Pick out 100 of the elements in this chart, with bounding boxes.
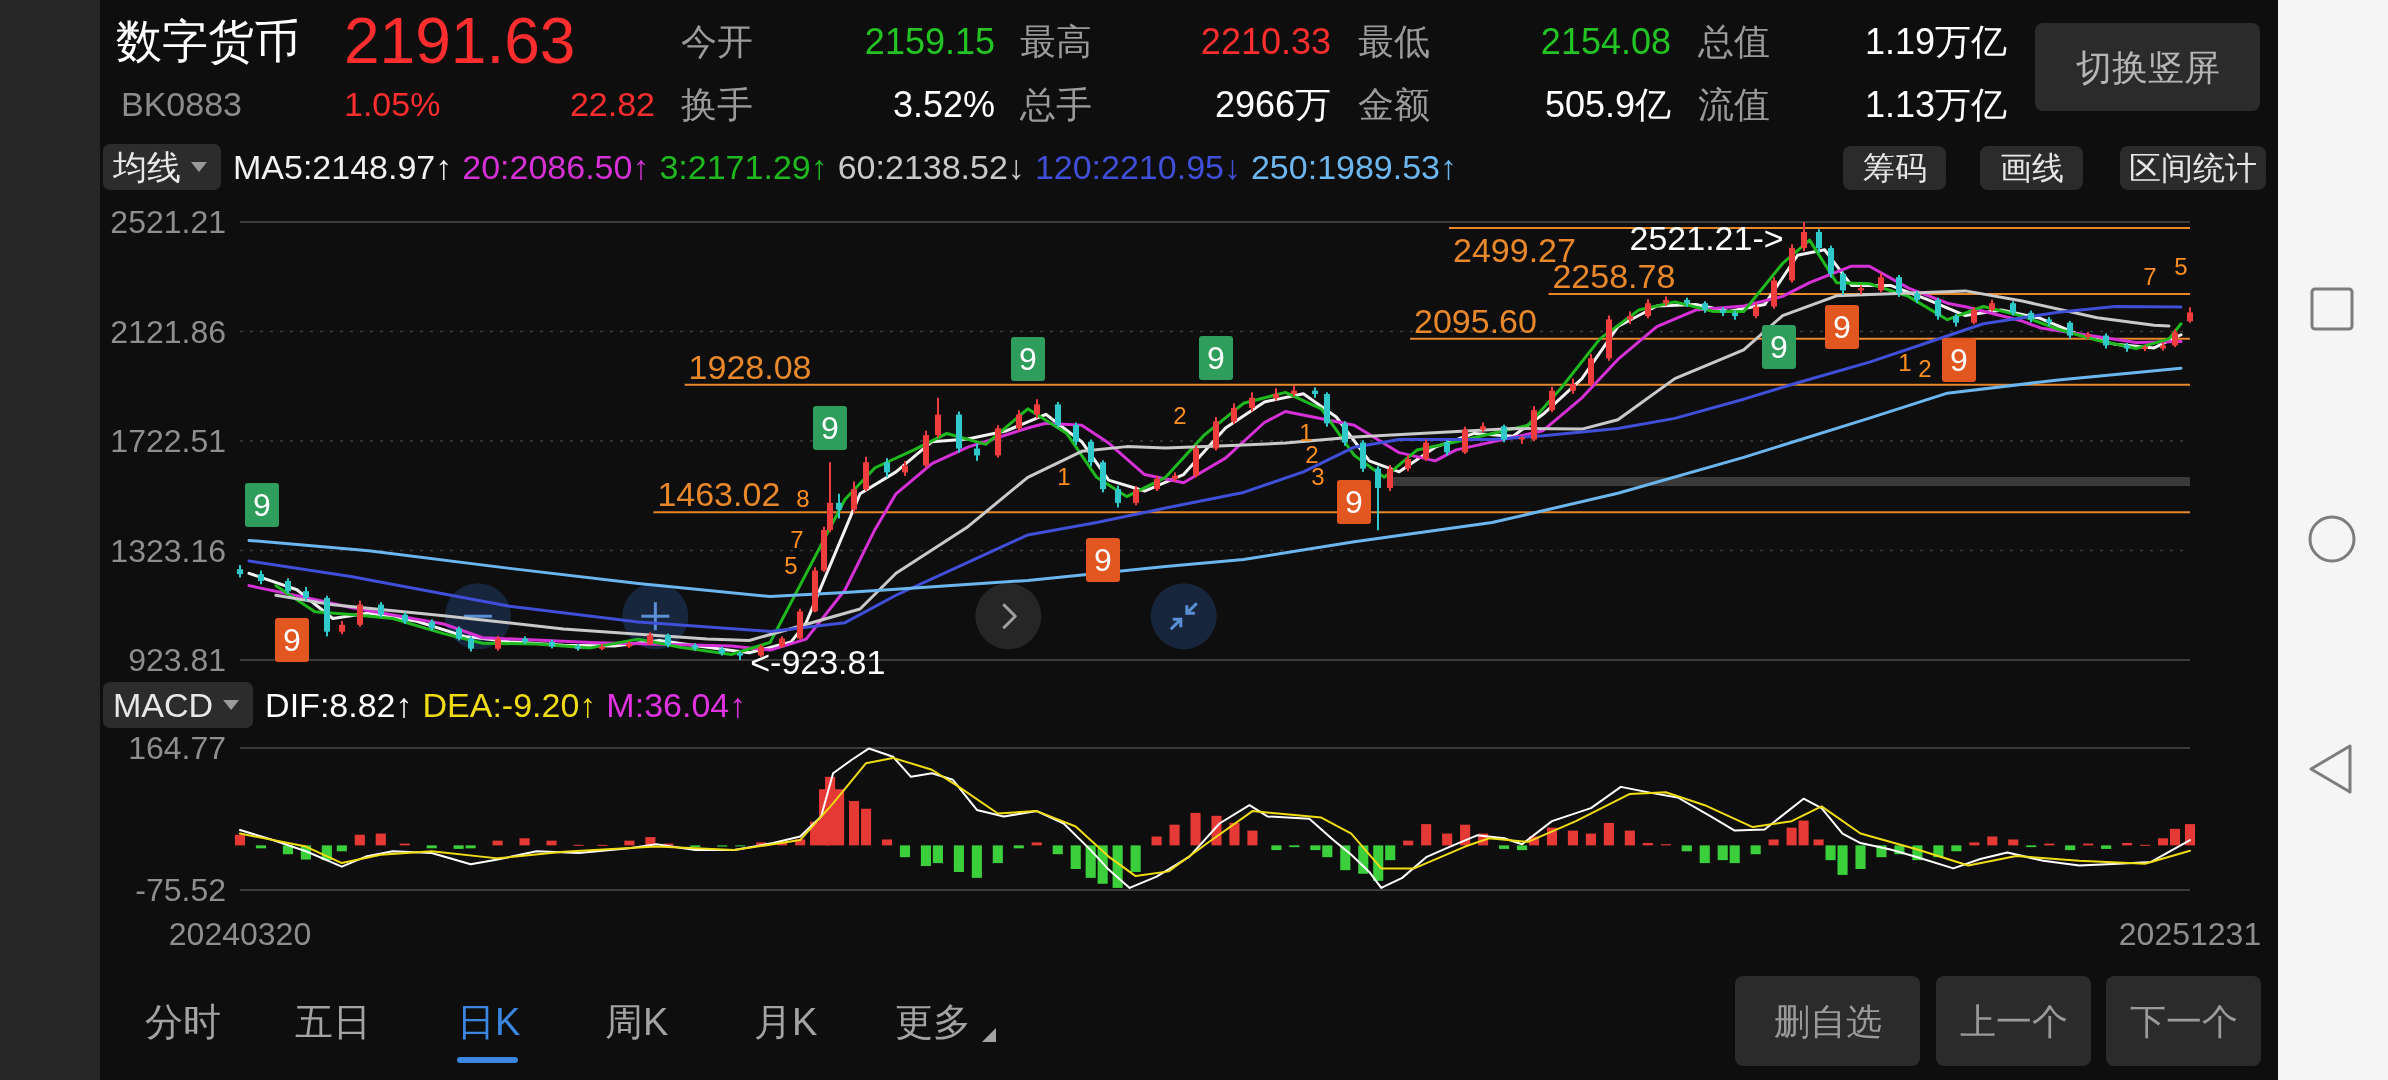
- text: 3.52%: [892, 83, 995, 125]
- y-tick-label: 923.81: [128, 642, 226, 678]
- text: 画线: [1999, 150, 2064, 186]
- bar: [1813, 839, 1824, 846]
- bar: [2184, 824, 2196, 846]
- bar: [1421, 824, 1432, 846]
- bar: [1567, 830, 1579, 846]
- text: 2210.33: [1200, 20, 1331, 62]
- x-tick-label: 20251231: [2118, 916, 2262, 952]
- bar: [1442, 833, 1453, 846]
- text: 1.19万亿: [1864, 20, 2007, 62]
- bar: [1603, 822, 1614, 846]
- annotation: 7: [2143, 262, 2157, 290]
- text: 金额: [1358, 83, 1430, 125]
- bar: [2008, 839, 2019, 846]
- legend: 均线 MA5:2148.97↑ 20:2086.50↑ 3:2171.29↑ 60:2138.52↓ 120:2210.95↓ 250:1989.53↑: [103, 144, 1458, 190]
- annotation: 9: [1833, 309, 1851, 345]
- bar: [234, 834, 246, 846]
- legend: MACD DIF:8.82↑ DEA:-9.20↑ M:36.04↑: [103, 682, 747, 728]
- bar: [1729, 845, 1740, 864]
- annotation: 5: [2174, 252, 2188, 280]
- bar: [1385, 845, 1396, 861]
- text: 下一个: [2129, 1000, 2238, 1042]
- text: 505.9亿: [1544, 83, 1671, 125]
- bar: [971, 845, 982, 878]
- text: 22.82: [569, 85, 655, 123]
- y-tick-label: -75.52: [135, 872, 226, 908]
- bar: [1229, 822, 1240, 846]
- bar: [899, 845, 911, 858]
- text: 日K: [457, 1001, 521, 1043]
- bar: [1585, 833, 1596, 846]
- text: 总值: [1697, 20, 1770, 62]
- ref-line-label: 1928.08: [688, 347, 812, 386]
- annotation: 2521.21->: [1629, 219, 1784, 257]
- bar: [1798, 820, 1809, 846]
- bar: [2157, 838, 2169, 846]
- bar: [953, 845, 964, 872]
- annotation: <-923.81: [750, 643, 886, 681]
- annotation: 9: [1094, 542, 1112, 578]
- ref-line-label: 2095.60: [1414, 301, 1537, 340]
- bar: [1786, 827, 1797, 846]
- text: 2966万: [1214, 83, 1331, 125]
- text: 最高: [1020, 20, 1092, 62]
- bar: [453, 845, 464, 849]
- bar: [1951, 845, 1962, 852]
- text: 2191.63: [344, 5, 576, 77]
- bar: [1717, 845, 1728, 861]
- text: 切换竖屏: [2075, 46, 2220, 88]
- bar: [1624, 830, 1635, 846]
- text: 五日: [295, 1001, 371, 1043]
- ref-line-label: 1463.02: [657, 475, 781, 514]
- bar: [849, 801, 860, 846]
- bar: [1310, 845, 1321, 851]
- text: 月K: [754, 1001, 818, 1043]
- bar: [1855, 845, 1866, 870]
- chart-title: 数字货币: [116, 15, 300, 67]
- bar: [2169, 828, 2181, 846]
- y-tick-label: 1323.16: [110, 532, 226, 569]
- bar: [932, 845, 943, 864]
- bar: [1322, 845, 1333, 858]
- x-tick-label: 20240320: [168, 916, 312, 952]
- bar: [1013, 845, 1024, 849]
- annotation: 9: [821, 410, 839, 446]
- bar: [2101, 845, 2112, 849]
- bar: [336, 845, 347, 852]
- bar: [1247, 830, 1258, 846]
- y-tick-label: 2521.21: [110, 204, 226, 240]
- annotation: 1: [1057, 462, 1071, 490]
- text: 周K: [605, 1001, 669, 1043]
- annotation: 2: [1918, 354, 1932, 382]
- annotation: 9: [1207, 340, 1225, 376]
- annotation: 7: [790, 525, 804, 553]
- annotation: 9: [1950, 342, 1968, 378]
- y-tick-label: 164.77: [128, 730, 226, 766]
- bar: [1031, 842, 1042, 846]
- bar: [1271, 845, 1282, 851]
- bar: [1516, 845, 1528, 851]
- text: 2154.08: [1540, 20, 1671, 62]
- bar: [1699, 845, 1710, 864]
- bar: [881, 839, 893, 846]
- legend-title: 均线: [112, 148, 181, 186]
- annotation: 9: [1019, 341, 1037, 377]
- bar: [1969, 842, 1980, 846]
- bar: [1169, 824, 1180, 846]
- y-tick-label: 2121.86: [110, 313, 226, 350]
- bar: [992, 845, 1003, 864]
- text: 总手: [1019, 83, 1092, 125]
- y-tick-label: 1722.51: [110, 423, 226, 459]
- annotation: 5: [784, 551, 798, 579]
- annotation: 2: [1173, 401, 1187, 429]
- bar: [354, 834, 365, 846]
- line-series: [239, 756, 2191, 878]
- bar: [375, 833, 386, 846]
- text: 分时: [145, 1001, 221, 1043]
- bar: [426, 845, 437, 849]
- bar: [1085, 845, 1096, 878]
- bar: [1681, 845, 1692, 852]
- text: 今开: [681, 20, 753, 62]
- text: 1.05%: [344, 85, 441, 123]
- bar: [519, 838, 530, 846]
